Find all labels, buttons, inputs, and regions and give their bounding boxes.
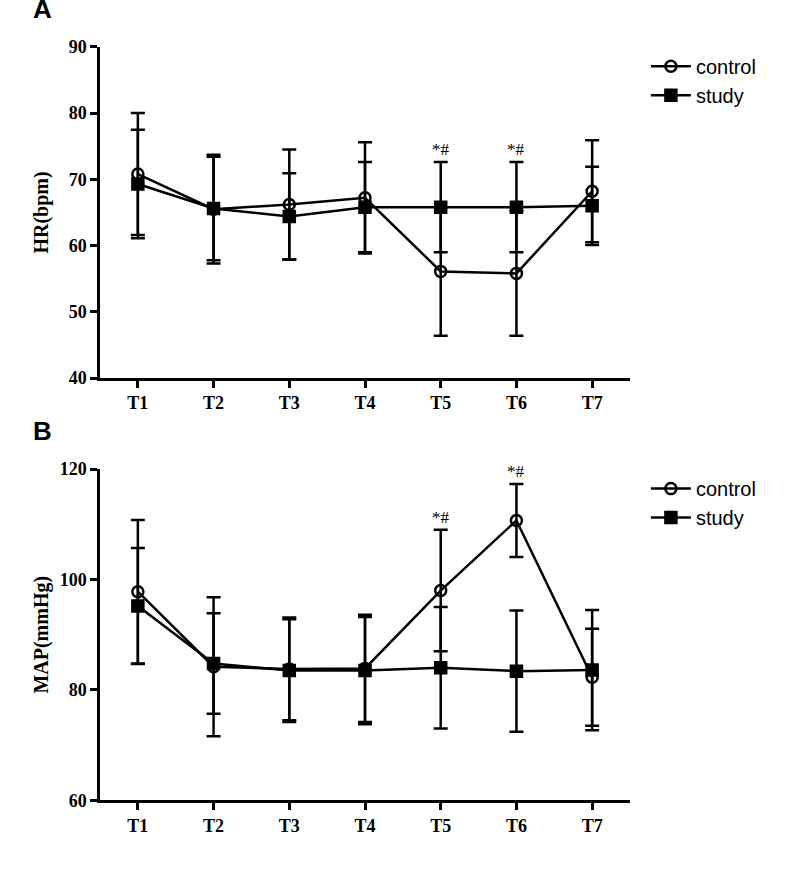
svg-text:T3: T3 [279,816,300,836]
svg-text:T2: T2 [203,816,224,836]
svg-text:T6: T6 [506,393,527,413]
svg-text:T3: T3 [279,393,300,413]
svg-text:T7: T7 [582,816,603,836]
svg-text:T1: T1 [127,393,148,413]
svg-text:T5: T5 [430,393,451,413]
svg-text:HR(bpm): HR(bpm) [31,171,54,253]
svg-text:120: 120 [60,459,87,479]
svg-text:80: 80 [69,103,87,123]
svg-text:study: study [696,507,744,529]
svg-text:50: 50 [69,302,87,322]
svg-text:100: 100 [60,570,87,590]
svg-text:study: study [696,85,744,107]
svg-text:T4: T4 [354,816,375,836]
svg-text:90: 90 [69,37,87,57]
svg-text:70: 70 [69,170,87,190]
svg-text:T4: T4 [354,393,375,413]
svg-text:T1: T1 [127,816,148,836]
svg-text:*#: *# [432,140,450,159]
svg-text:T2: T2 [203,393,224,413]
svg-text:*#: *# [507,140,525,159]
svg-text:40: 40 [69,368,87,388]
svg-text:*#: *# [432,508,450,527]
svg-text:T7: T7 [582,393,603,413]
svg-text:A: A [33,0,52,24]
svg-text:60: 60 [69,791,87,811]
svg-text:T6: T6 [506,816,527,836]
svg-text:MAP(mmHg): MAP(mmHg) [31,576,54,694]
svg-text:*#: *# [507,462,525,481]
svg-text:control: control [696,478,756,500]
svg-text:60: 60 [69,236,87,256]
svg-text:80: 80 [69,680,87,700]
svg-text:B: B [33,416,52,446]
svg-text:control: control [696,56,756,78]
svg-text:T5: T5 [430,816,451,836]
